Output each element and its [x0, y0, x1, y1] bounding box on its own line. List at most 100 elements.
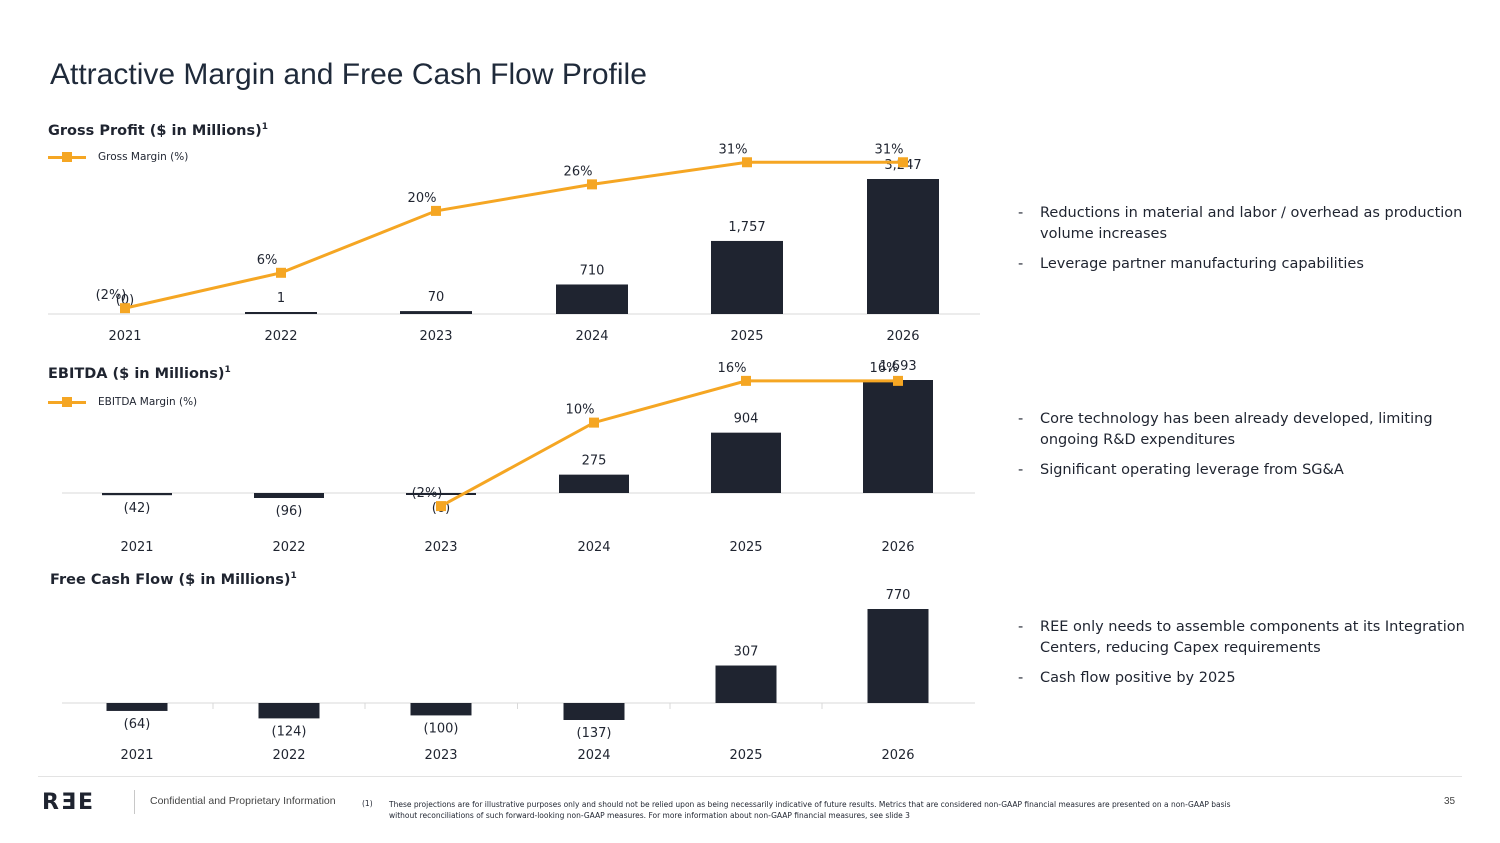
legend-line-marker-icon [48, 396, 86, 408]
margin-point [589, 417, 599, 428]
gross-profit-chart: (0)20211202270202371020241,75720253,2472… [48, 142, 980, 344]
margin-line [440, 379, 898, 508]
fcf-bullets: REE only needs to assemble components at… [1018, 617, 1468, 698]
bar-value-label: (96) [276, 504, 303, 519]
margin-point [276, 267, 286, 278]
bar-value-label: 770 [886, 588, 911, 603]
bar-2024 [559, 474, 629, 493]
margin-label: (2%) [96, 288, 127, 303]
category-label: 2023 [424, 540, 457, 555]
page-title: Attractive Margin and Free Cash Flow Pro… [50, 58, 647, 91]
bar-2026 [867, 609, 929, 703]
category-label: 2025 [729, 540, 762, 555]
bar-value-label: (64) [124, 717, 151, 732]
category-label: 2025 [729, 748, 762, 763]
margin-point [898, 157, 908, 168]
margin-point [742, 157, 752, 168]
category-label: 2023 [419, 329, 452, 344]
margin-point [431, 205, 441, 216]
footer-divider [38, 776, 1462, 777]
legend-label: EBITDA Margin (%) [98, 396, 198, 408]
margin-point [893, 375, 903, 386]
footnote-marker: (1) [362, 799, 373, 808]
bar-2021 [106, 703, 168, 711]
category-label: 2024 [575, 329, 608, 344]
fcf-chart: (64) 2021 (124) 2022 (100) 2023 (137) 2024 307 20… [62, 588, 975, 763]
bar-2024 [563, 703, 625, 720]
bar-2026 [867, 179, 939, 314]
ebitda-chart-title: EBITDA ($ in Millions)1 [48, 365, 231, 382]
legend-label: Gross Margin (%) [98, 151, 189, 163]
margin-point [436, 501, 446, 512]
legend-line-marker-icon [48, 151, 86, 163]
bullet-item: REE only needs to assemble components at… [1018, 617, 1468, 659]
category-label: 2021 [120, 748, 153, 763]
bullet-item: Leverage partner manufacturing capabilit… [1018, 254, 1468, 275]
bar-2025 [711, 432, 781, 493]
margin-label: 26% [564, 164, 593, 179]
category-label: 2021 [108, 329, 141, 344]
bar-2025 [715, 665, 777, 703]
bar-2024 [556, 284, 628, 314]
bar-value-label: 1,693 [879, 359, 916, 374]
category-label: 2025 [730, 329, 763, 344]
bullet-item: Reductions in material and labor / overh… [1018, 203, 1468, 245]
category-label: 2021 [120, 540, 153, 555]
bar-value-label: 307 [734, 645, 759, 660]
margin-point [120, 303, 130, 314]
gross-profit-chart-title: Gross Profit ($ in Millions)1 [48, 122, 269, 139]
logo-divider [134, 790, 135, 814]
gross-margin-legend: Gross Margin (%) [48, 151, 188, 163]
bar-2022 [254, 493, 324, 498]
category-label: 2023 [424, 748, 457, 763]
bar-value-label: (100) [424, 721, 459, 736]
bar-2022 [245, 312, 317, 314]
category-label: 2024 [577, 748, 610, 763]
margin-label: 20% [408, 191, 437, 206]
bar-2021 [102, 493, 172, 496]
margin-label: 6% [257, 253, 278, 268]
footnote-text: These projections are for illustrative p… [389, 800, 1231, 820]
category-label: 2022 [272, 540, 305, 555]
bar-2026 [863, 380, 933, 493]
ebitda-bullets: Core technology has been already develop… [1018, 409, 1468, 490]
bar-value-label: (42) [124, 501, 151, 516]
bar-2025 [711, 240, 783, 314]
bar-2022 [258, 703, 320, 719]
bar-2023 [400, 311, 472, 314]
bar-value-label: 1,757 [728, 220, 765, 235]
margin-label: (2%) [412, 486, 443, 501]
margin-label: 16% [718, 361, 747, 376]
category-label: 2022 [272, 748, 305, 763]
gross-profit-bullets: Reductions in material and labor / overh… [1018, 203, 1468, 284]
bar-value-label: 70 [428, 290, 445, 305]
page-number: 35 [1444, 796, 1456, 807]
bar-value-label: (124) [272, 724, 307, 739]
ebitda-margin-legend: EBITDA Margin (%) [48, 396, 197, 408]
category-label: 2026 [886, 329, 919, 344]
fcf-chart-title: Free Cash Flow ($ in Millions)1 [50, 571, 297, 588]
bar-value-label: 710 [580, 263, 605, 278]
ebitda-chart: (42)2021(96)2022(6)2023275202490420251,6… [62, 359, 975, 555]
margin-label: 10% [566, 403, 595, 418]
bar-value-label: 904 [734, 412, 759, 427]
ree-logo: RƎE [42, 790, 95, 815]
confidential-label: Confidential and Proprietary Information [150, 795, 336, 807]
margin-point [587, 179, 597, 190]
margin-label: 16% [870, 361, 899, 376]
margin-line [124, 160, 903, 310]
bar-value-label: (137) [577, 726, 612, 741]
bullet-item: Significant operating leverage from SG&A [1018, 460, 1468, 481]
bar-2023 [406, 493, 476, 495]
bar-2023 [410, 703, 472, 716]
category-label: 2026 [881, 540, 914, 555]
category-label: 2022 [264, 329, 297, 344]
category-label: 2026 [881, 748, 914, 763]
margin-label: 31% [875, 142, 904, 157]
margin-label: 31% [719, 142, 748, 157]
margin-point [741, 375, 751, 386]
bullet-item: Cash flow positive by 2025 [1018, 668, 1468, 689]
bar-value-label: 275 [582, 454, 607, 469]
category-label: 2024 [577, 540, 610, 555]
bar-value-label: 1 [277, 291, 285, 306]
